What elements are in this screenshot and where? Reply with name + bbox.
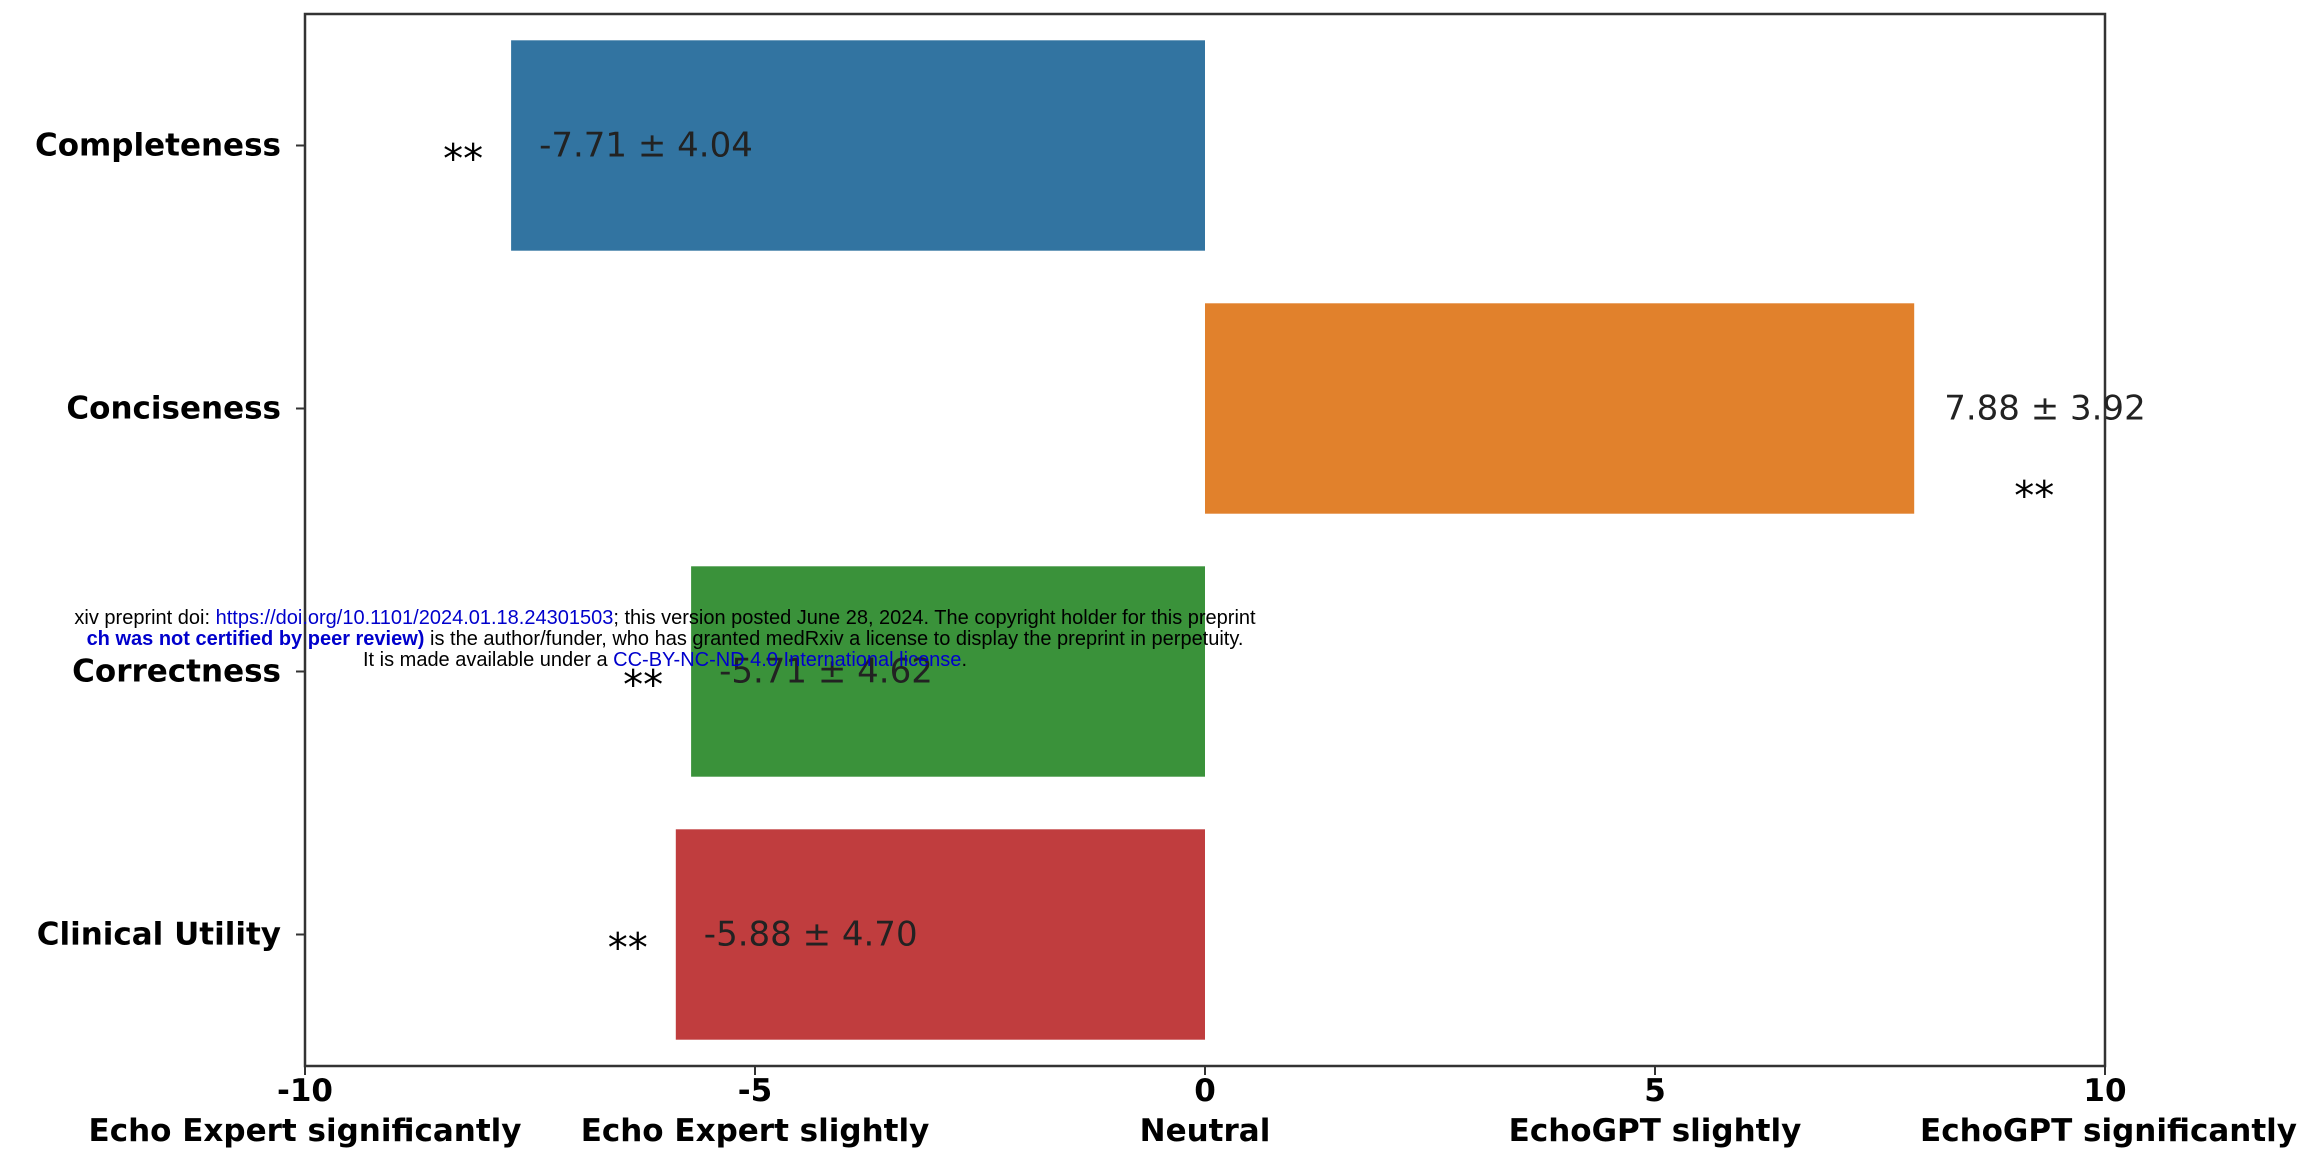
- bar-completeness: [511, 40, 1206, 251]
- watermark-text: It is made available under a: [362, 649, 614, 671]
- bar-conciseness: [1205, 303, 1915, 514]
- watermark-text: .: [961, 649, 967, 671]
- category-label: Completeness: [35, 128, 281, 164]
- watermark-line-3: It is made available under a CC-BY-NC-ND…: [0, 650, 1330, 671]
- watermark-line-1: xiv preprint doi: https://doi.org/10.110…: [0, 608, 1330, 629]
- bars-group: [511, 40, 1915, 1040]
- x-tick-label: 5: [1644, 1073, 1666, 1109]
- x-axis: -10 Echo Expert significantly -5 Echo Exper…: [89, 1066, 2297, 1149]
- license-link[interactable]: CC-BY-NC-ND 4.0 International license: [613, 649, 962, 671]
- value-label: -5.71 ± 4.62: [719, 652, 933, 692]
- watermark-text: is the author/funder, who has granted me…: [424, 628, 1244, 650]
- significance-marker: **: [608, 926, 648, 972]
- category-label: Clinical Utility: [37, 917, 281, 953]
- significance-marker: **: [443, 137, 483, 183]
- x-tick-label: 0: [1194, 1073, 1216, 1109]
- x-tick-label: -5: [738, 1073, 772, 1109]
- value-label: -7.71 ± 4.04: [539, 126, 753, 166]
- significance-marker: **: [623, 663, 663, 709]
- value-label: -5.88 ± 4.70: [704, 915, 918, 955]
- preprint-watermark: xiv preprint doi: https://doi.org/10.110…: [0, 608, 1330, 671]
- watermark-line-2: ch was not certified by peer review) is …: [0, 629, 1330, 650]
- bar-clinical-utility: [675, 829, 1205, 1040]
- bar-correctness: [691, 566, 1205, 777]
- value-label: 7.88 ± 3.92: [1944, 389, 2146, 429]
- bar-value-labels: -7.71 ± 4.04 ** 7.88 ± 3.92 ** -5.71 ± 4.62 *…: [443, 126, 2146, 972]
- x-tick-description: Echo Expert slightly: [581, 1113, 930, 1149]
- category-label: Conciseness: [66, 391, 281, 427]
- watermark-text: xiv preprint doi:: [74, 607, 216, 629]
- watermark-text: ; this version posted June 28, 2024. The…: [613, 607, 1256, 629]
- peer-review-link[interactable]: ch was not certified by peer review): [86, 628, 425, 650]
- x-tick-label: 10: [2083, 1073, 2126, 1109]
- y-axis: Completeness Conciseness Correctness Clinic…: [35, 128, 305, 953]
- category-label: Correctness: [72, 654, 281, 690]
- doi-link[interactable]: https://doi.org/10.1101/2024.01.18.24301…: [215, 607, 614, 629]
- x-tick-description: EchoGPT slightly: [1509, 1113, 1802, 1149]
- x-tick-label: -10: [277, 1073, 333, 1109]
- x-tick-description: Echo Expert significantly: [89, 1113, 522, 1149]
- x-tick-description: Neutral: [1140, 1113, 1271, 1149]
- significance-marker: **: [2014, 474, 2054, 520]
- x-tick-description: EchoGPT significantly: [1920, 1113, 2297, 1149]
